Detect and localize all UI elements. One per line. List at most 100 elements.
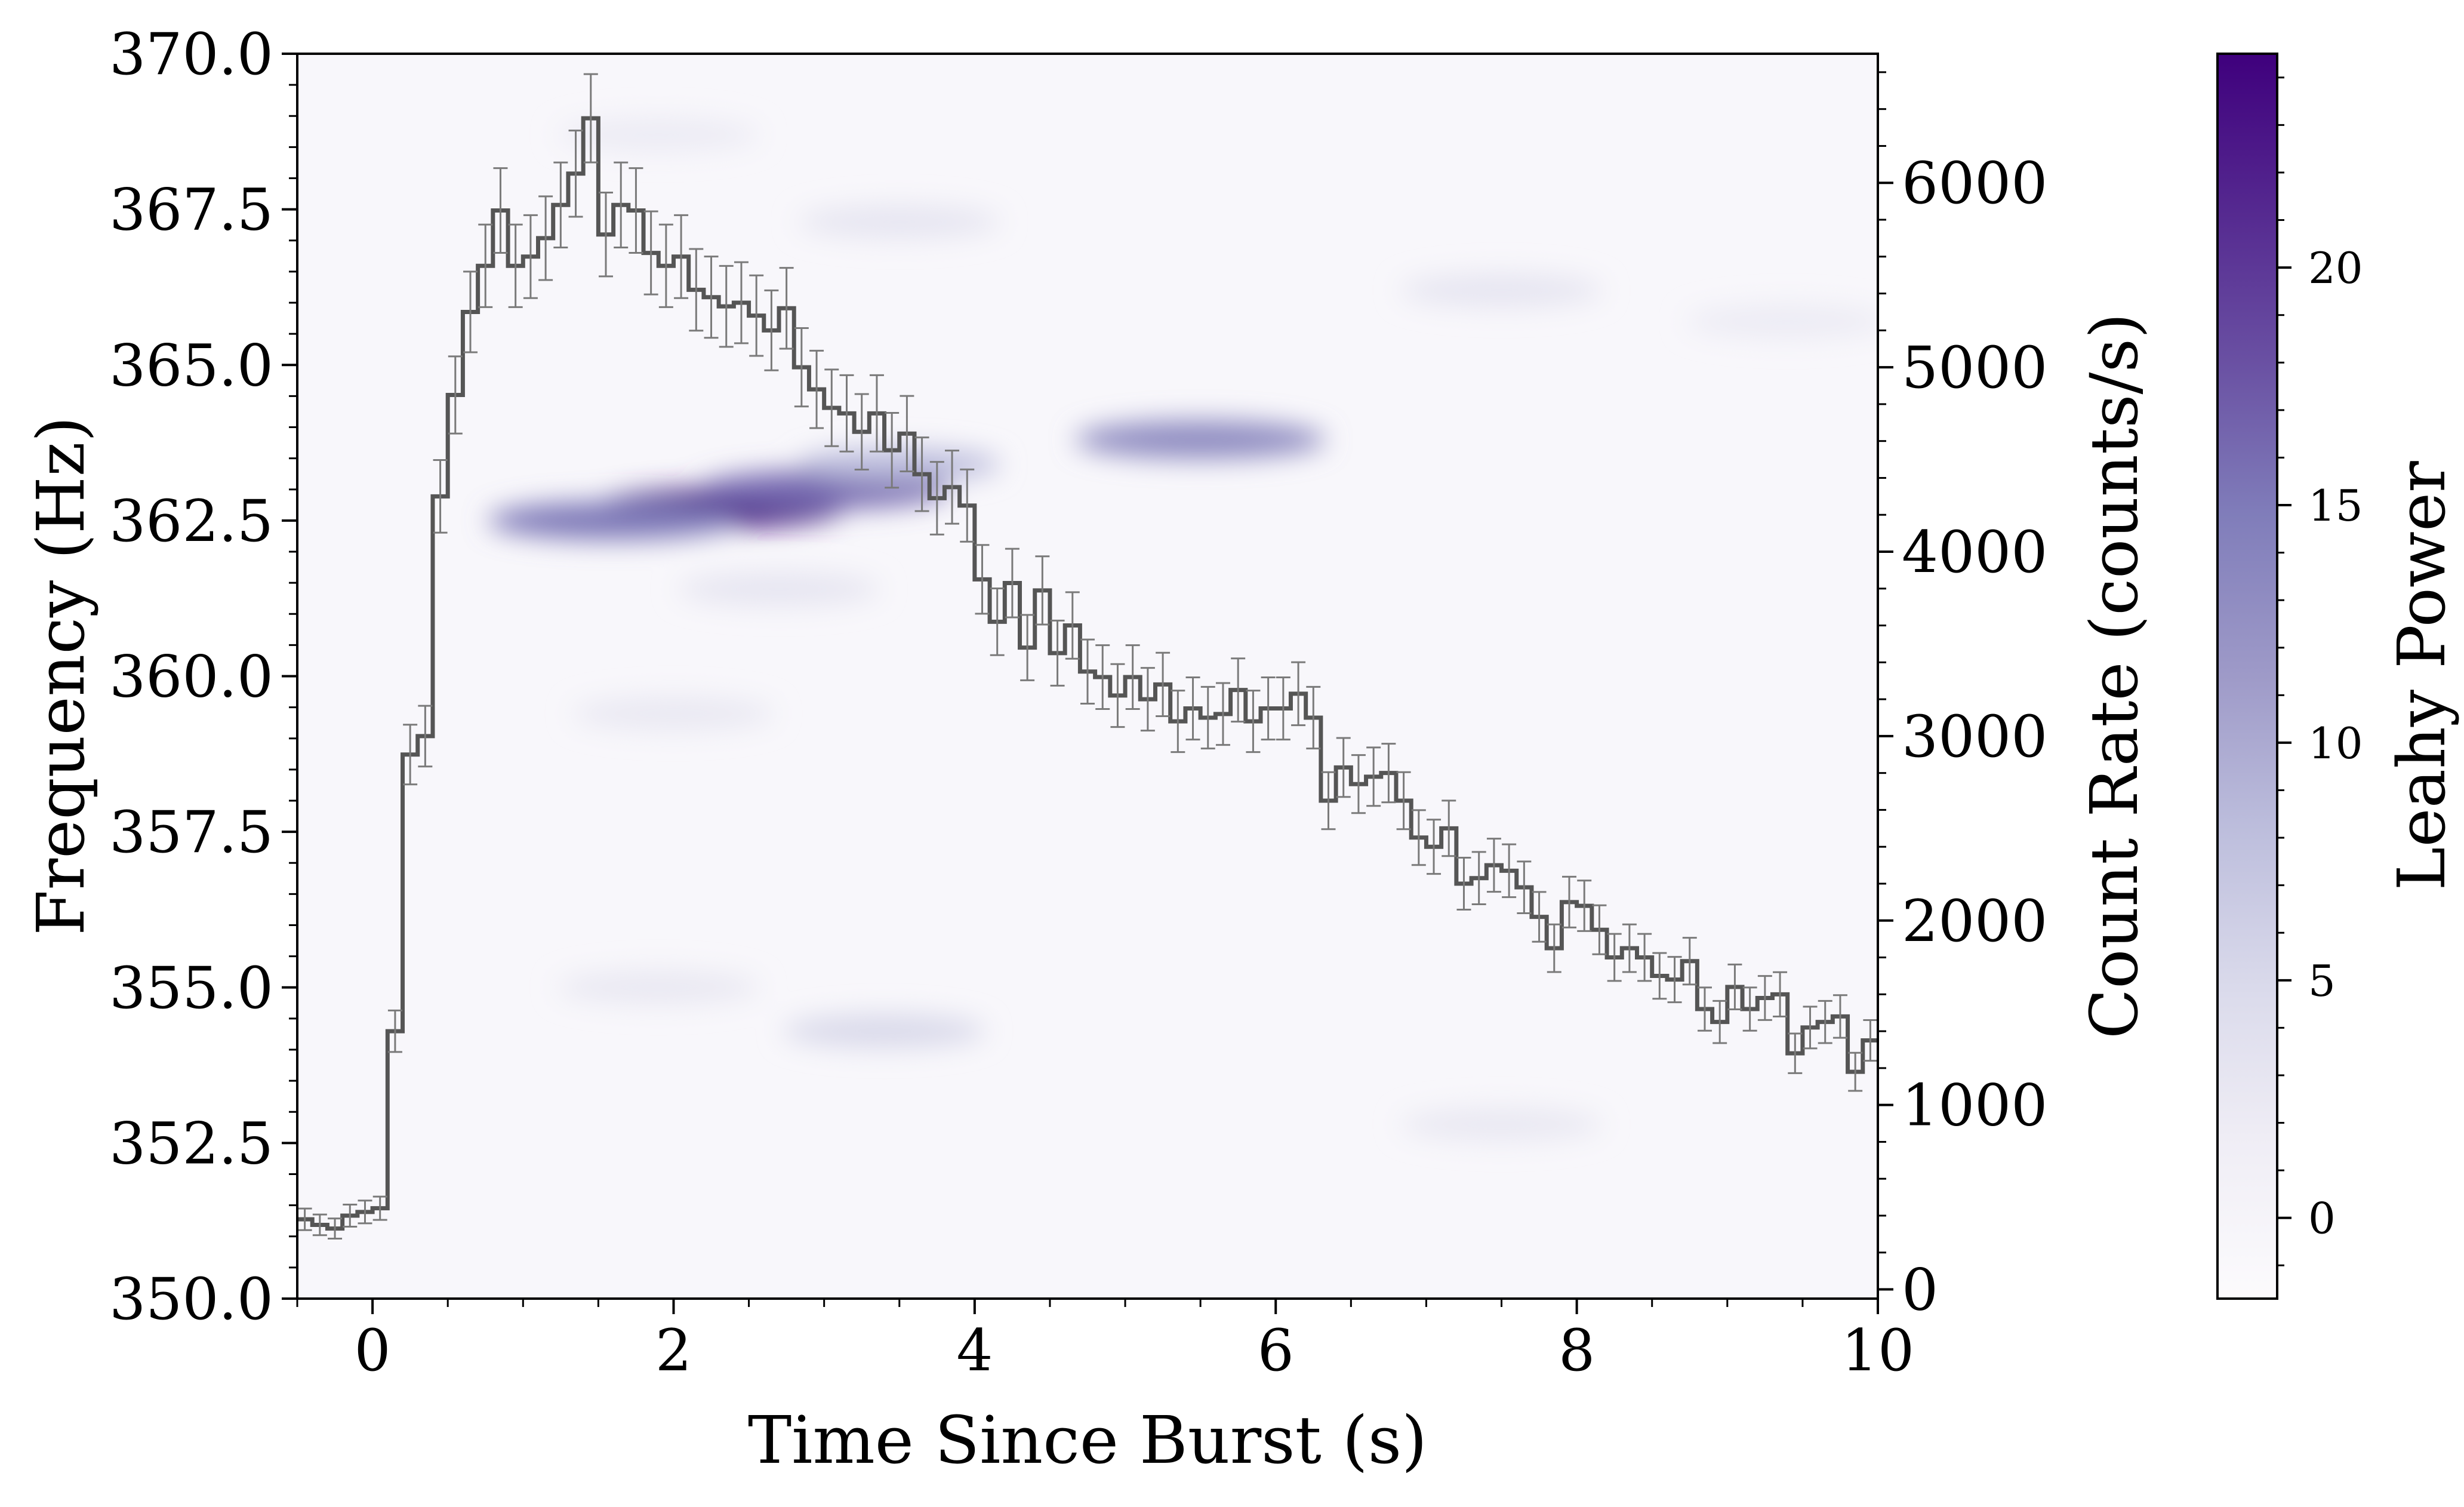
error-bar — [1140, 667, 1155, 732]
colorbar-gradient — [2216, 53, 2278, 1300]
error-bar — [1396, 771, 1411, 831]
count-rate-tick-label: 3000 — [1902, 703, 2047, 770]
freq-tick-label: 370.0 — [109, 21, 273, 88]
heatmap-feature-3 — [797, 448, 1001, 482]
colorbar-tick-label: 5 — [2308, 956, 2336, 1006]
error-bar — [1095, 644, 1110, 711]
error-bar — [1622, 923, 1637, 973]
error-bar — [1215, 682, 1230, 746]
error-bar — [1171, 690, 1185, 754]
freq-tick-label: 357.5 — [109, 799, 273, 866]
error-bar — [1050, 619, 1065, 687]
error-bar — [794, 327, 809, 408]
count-rate-tick-label: 4000 — [1902, 519, 2047, 586]
error-bar — [403, 724, 418, 786]
error-bar — [824, 368, 839, 447]
error-bar — [1080, 638, 1095, 705]
error-bar — [1110, 663, 1125, 728]
freq-tick-label: 360.0 — [109, 644, 273, 711]
error-bar — [312, 1213, 327, 1237]
error-bar — [1200, 685, 1215, 750]
error-bar — [1848, 1051, 1863, 1092]
error-bar — [1727, 963, 1742, 1011]
error-bar — [658, 223, 673, 308]
error-bar — [809, 349, 824, 429]
frequency-axis: 350.0 352.5 355.0 357.5 360.0 362.5 365.0 367.5… — [109, 21, 297, 1333]
error-bar — [1035, 555, 1050, 626]
heatmap-feature-5 — [783, 1014, 986, 1048]
count-rate-axis: 0 1000 2000 3000 4000 5000 6000 — [1878, 71, 2047, 1324]
error-bar — [1291, 661, 1306, 727]
x-tick-label: 10 — [1841, 1317, 1914, 1384]
error-bar — [418, 705, 433, 768]
x-tick-label: 0 — [355, 1317, 391, 1384]
count-rate-tick-label: 2000 — [1902, 888, 2047, 955]
error-bar — [328, 1217, 343, 1240]
error-bar — [493, 167, 508, 254]
error-bar — [1592, 904, 1607, 955]
heatmap-feature-11 — [1400, 1108, 1603, 1142]
x-axis-title: Time Since Burst (s) — [748, 1402, 1427, 1478]
error-bar — [1502, 843, 1517, 899]
error-bar — [297, 1207, 312, 1231]
heatmap-feature-1 — [488, 501, 739, 540]
error-bar — [854, 393, 869, 470]
freq-tick-label: 367.5 — [109, 177, 273, 244]
error-bar — [1306, 685, 1321, 750]
colorbar-tick-label: 10 — [2308, 718, 2363, 768]
error-bar — [1757, 975, 1772, 1021]
freq-tick-label: 362.5 — [109, 488, 273, 555]
error-bar — [1818, 999, 1832, 1044]
error-bar — [869, 374, 884, 453]
error-bar — [1517, 860, 1532, 914]
error-bar — [1547, 923, 1561, 973]
count-rate-tick-label: 6000 — [1902, 150, 2047, 217]
frequency-axis-title: Frequency (Hz) — [23, 416, 99, 936]
error-bar — [1773, 971, 1788, 1017]
colorbar: 0 5 10 15 20 Leahy Power — [2216, 53, 2460, 1300]
error-bar — [387, 1009, 402, 1053]
error-bar — [1713, 999, 1727, 1044]
error-bar — [629, 167, 643, 254]
error-bar — [929, 461, 944, 536]
error-bar — [734, 261, 749, 345]
error-bar — [1065, 591, 1080, 660]
error-bar — [990, 588, 1005, 656]
freq-tick-label: 350.0 — [109, 1266, 273, 1333]
error-bar — [448, 355, 463, 435]
error-bar — [358, 1200, 372, 1225]
error-bar — [1562, 875, 1577, 928]
error-bar — [1351, 754, 1366, 814]
heatmap-feature-6 — [797, 205, 1001, 239]
error-bar — [1261, 676, 1276, 741]
error-bar — [764, 289, 779, 371]
error-bar — [508, 223, 523, 308]
error-bar — [1788, 1032, 1803, 1074]
error-bar — [343, 1203, 358, 1228]
error-bar — [614, 161, 629, 248]
error-bar — [583, 73, 598, 164]
heatmap-feature-12 — [1686, 305, 1878, 339]
error-bar — [900, 395, 914, 473]
heatmap-feature-7 — [1400, 273, 1603, 307]
error-bar — [1742, 986, 1757, 1032]
error-bar — [1682, 937, 1697, 986]
error-bar — [1246, 690, 1261, 754]
x-tick-label: 6 — [1258, 1317, 1294, 1384]
error-bar — [463, 270, 478, 353]
error-bar — [1863, 1019, 1878, 1062]
freq-tick-label: 352.5 — [109, 1110, 273, 1177]
error-bar — [885, 412, 900, 489]
error-bar — [1471, 851, 1486, 906]
error-bar — [523, 214, 538, 299]
error-bar — [1486, 838, 1501, 893]
count-rate-tick-label: 1000 — [1902, 1072, 2047, 1139]
error-bar — [779, 267, 794, 350]
error-bar — [960, 468, 975, 543]
error-bar — [1366, 746, 1381, 807]
error-bar — [643, 210, 658, 296]
error-bar — [433, 459, 448, 534]
error-bar — [1005, 548, 1020, 619]
heatmap-feature-4 — [1075, 420, 1326, 459]
